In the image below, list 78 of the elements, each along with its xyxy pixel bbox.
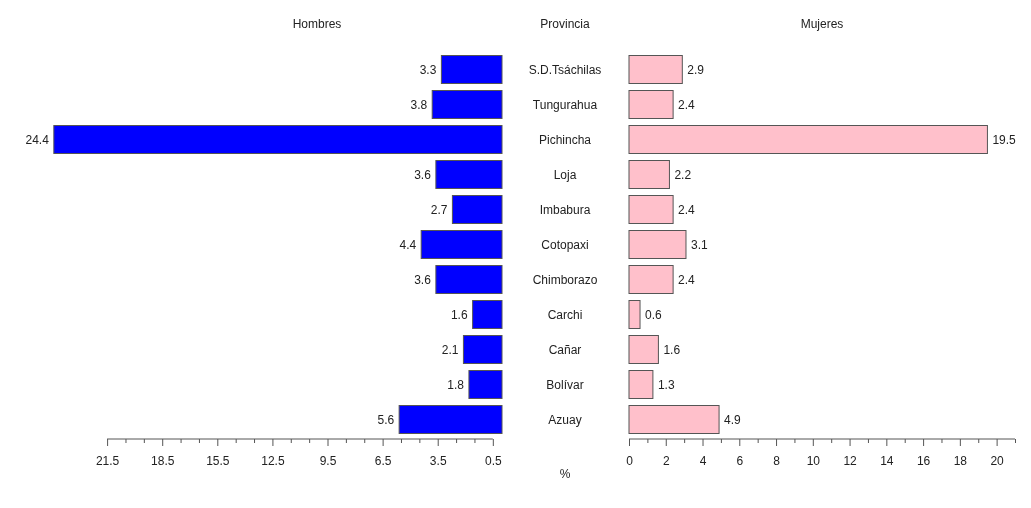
- bar: [628, 195, 674, 224]
- bar: [431, 90, 503, 119]
- x-tick-label: 6.5: [374, 453, 392, 468]
- x-tick-label: 2: [662, 453, 670, 468]
- data-label: 2.2: [674, 167, 692, 182]
- y-tick-label: Azuay: [548, 412, 582, 427]
- x-tick-label: 3.5: [429, 453, 447, 468]
- data-label: 2.4: [678, 97, 696, 112]
- x-tick-label: 18: [953, 453, 968, 468]
- y-axis-title: Provincia: [540, 17, 590, 31]
- bar: [398, 405, 503, 434]
- bar: [628, 370, 654, 399]
- data-label: 1.6: [663, 342, 681, 357]
- y-tick-label: Imbabura: [539, 202, 591, 217]
- y-tick-label: Cañar: [548, 342, 582, 357]
- x-tick-label: 21.5: [95, 453, 120, 468]
- bar: [628, 265, 674, 294]
- data-label: 3.3: [419, 62, 437, 77]
- y-tick-label: Pichincha: [538, 132, 592, 147]
- bar: [628, 125, 988, 154]
- x-tick-label: 20: [990, 453, 1005, 468]
- y-tick-label: Tungurahua: [532, 97, 598, 112]
- bar: [472, 300, 503, 329]
- bar: [435, 265, 503, 294]
- x-tick-label: 14: [880, 453, 894, 468]
- bar: [420, 230, 503, 259]
- x-tick-label: 16: [916, 453, 931, 468]
- data-label: 4.4: [399, 237, 417, 252]
- bar: [435, 160, 503, 189]
- x-tick-label: 10: [806, 453, 821, 468]
- data-label: 24.4: [25, 132, 50, 147]
- x-tick-label: 15.5: [206, 453, 230, 468]
- data-label: 3.6: [414, 167, 432, 182]
- bar: [628, 90, 674, 119]
- bar: [628, 300, 641, 329]
- y-tick-label: Bolívar: [546, 377, 584, 392]
- x-tick-label: 0: [626, 453, 634, 468]
- y-tick-label: Cotopaxi: [541, 237, 589, 252]
- x-tick-label: 8: [773, 453, 781, 468]
- y-tick-label: Chimborazo: [532, 272, 598, 287]
- bar: [628, 230, 687, 259]
- chart-title: Mujeres: [800, 17, 844, 31]
- data-label: 19.5: [992, 132, 1017, 147]
- bar: [468, 370, 503, 399]
- bar: [451, 195, 503, 224]
- data-label: 3.8: [410, 97, 428, 112]
- x-tick-label: 18.5: [151, 453, 175, 468]
- bar: [628, 55, 683, 84]
- data-label: 1.3: [657, 377, 675, 392]
- data-label: 2.7: [430, 202, 448, 217]
- x-tick-label: 9.5: [319, 453, 337, 468]
- data-label: 0.6: [645, 307, 663, 322]
- bar: [440, 55, 503, 84]
- data-label: 1.6: [450, 307, 468, 322]
- x-tick-label: 6: [736, 453, 744, 468]
- data-label: 4.9: [724, 412, 742, 427]
- x-tick-label: 0.5: [484, 453, 502, 468]
- bar: [462, 335, 503, 364]
- bar: [53, 125, 503, 154]
- data-label: 2.4: [678, 272, 696, 287]
- x-tick-label: 4: [699, 453, 707, 468]
- bar: [628, 160, 670, 189]
- data-label: 5.6: [377, 412, 395, 427]
- y-tick-label: Loja: [553, 167, 577, 182]
- data-label: 2.9: [687, 62, 705, 77]
- y-tick-label: S.D.Tsáchilas: [528, 62, 602, 77]
- data-label: 3.6: [414, 272, 432, 287]
- y-tick-label: Carchi: [547, 307, 583, 322]
- data-label: 3.1: [690, 237, 708, 252]
- x-tick-label: 12: [843, 453, 858, 468]
- data-label: 1.8: [447, 377, 465, 392]
- data-label: 2.4: [678, 202, 696, 217]
- bar: [628, 335, 659, 364]
- x-axis-title: %: [559, 467, 571, 481]
- x-tick-label: 12.5: [261, 453, 285, 468]
- chart-title: Hombres: [292, 17, 342, 31]
- data-label: 2.1: [441, 342, 459, 357]
- bar: [628, 405, 720, 434]
